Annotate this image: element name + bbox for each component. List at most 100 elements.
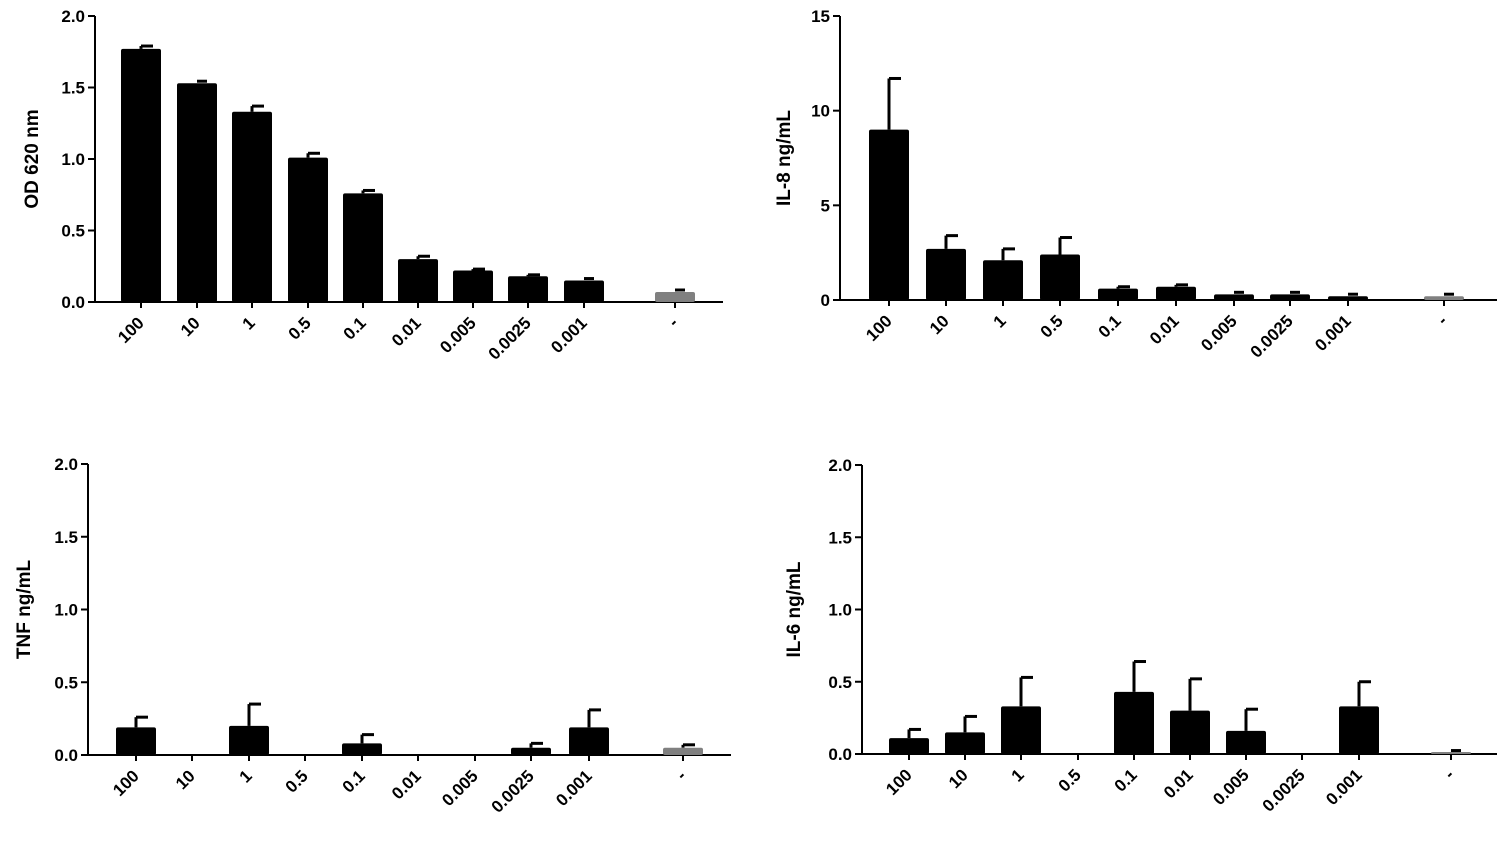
y-tick-label: 1.0	[61, 150, 85, 169]
x-tick-label: 10	[177, 313, 204, 340]
x-tick-label: 10	[926, 311, 953, 338]
y-tick-label: 0.0	[54, 746, 78, 765]
bar	[116, 727, 156, 755]
y-tick-label: 5	[821, 196, 830, 215]
x-tick-label: 0.001	[547, 313, 591, 357]
bar	[342, 743, 382, 755]
chart-panel-tnf: 0.0 0.5 1.0 1.5 2.0 TNF ng/mL 100 10 1 0.5 0.1 0.01…	[14, 455, 731, 817]
x-tick-label: 10	[172, 766, 199, 793]
x-tick-label: 0.005	[1197, 311, 1241, 355]
y-tick-label: 1.0	[828, 601, 852, 620]
x-tick-label: 0.1	[1111, 765, 1141, 795]
x-tick-label: 0.5	[285, 313, 315, 343]
bar	[1114, 691, 1154, 754]
y-tick-label: 15	[811, 7, 830, 26]
x-tick-label: 0.0025	[1247, 311, 1297, 361]
x-tick-label: 0.5	[282, 766, 312, 796]
bar	[288, 157, 328, 302]
y-tick-label: 1.5	[61, 79, 85, 98]
x-tick-label: -	[1440, 765, 1457, 782]
bar	[1040, 254, 1080, 300]
bar	[1226, 730, 1266, 754]
bar	[1270, 294, 1310, 300]
bar	[945, 732, 985, 754]
bar	[926, 248, 966, 300]
x-tick-label: 0.001	[1322, 765, 1366, 809]
x-tick-label: 0.001	[1311, 311, 1355, 355]
y-tick-label: 0	[821, 291, 830, 310]
x-tick-label: -	[1433, 311, 1450, 328]
x-tick-label: 0.1	[340, 313, 370, 343]
x-tick-label: 0.5	[1055, 765, 1085, 795]
y-tick-label: 1.5	[828, 528, 852, 547]
x-tick-label: 0.01	[388, 766, 425, 803]
y-tick-label: 10	[811, 102, 830, 121]
bar	[229, 725, 269, 755]
x-tick-label: 1	[990, 311, 1010, 331]
x-tick-label: 0.01	[1160, 765, 1197, 802]
bar	[453, 270, 493, 302]
bar	[1339, 706, 1379, 754]
y-tick-label: 0.0	[828, 745, 852, 764]
x-tick-label: 100	[109, 766, 142, 799]
bar	[663, 747, 703, 755]
bar	[869, 129, 909, 300]
bar	[983, 260, 1023, 300]
y-axis-label: TNF ng/mL	[14, 560, 35, 660]
bar	[1098, 288, 1138, 300]
bar	[1156, 286, 1196, 300]
bar	[232, 111, 272, 302]
x-tick-label: 0.005	[438, 766, 482, 810]
y-tick-label: 0.5	[61, 222, 85, 241]
bar	[1431, 752, 1471, 754]
y-tick-label: 0.5	[828, 673, 852, 692]
x-tick-label: 0.0025	[1259, 765, 1309, 815]
x-tick-label: 0.1	[1095, 311, 1125, 341]
x-tick-label: 100	[862, 311, 895, 344]
x-tick-label: 100	[882, 765, 915, 798]
y-tick-label: 0.5	[54, 673, 78, 692]
bar	[569, 727, 609, 755]
bar	[508, 276, 548, 302]
x-tick-label: 0.001	[552, 766, 596, 810]
x-tick-label: 10	[945, 765, 972, 792]
x-tick-label: 0.5	[1037, 311, 1067, 341]
bar	[177, 83, 217, 303]
y-axis-label: OD 620 nm	[22, 109, 43, 208]
x-tick-label: 0.01	[1146, 311, 1183, 348]
chart-panel-il6: 0.0 0.5 1.0 1.5 2.0 IL-6 ng/mL 100 10 1 0.5 0.1 0.0…	[784, 456, 1497, 816]
bar	[398, 259, 438, 302]
y-tick-label: 1.0	[54, 601, 78, 620]
y-tick-label: 0.0	[61, 293, 85, 312]
x-tick-label: 1	[1008, 765, 1028, 785]
bar	[1170, 710, 1210, 754]
bar	[655, 291, 695, 302]
bar	[1328, 296, 1368, 300]
bar	[1424, 296, 1464, 300]
bar	[1214, 294, 1254, 300]
x-tick-label: 0.005	[1209, 765, 1253, 809]
x-tick-label: -	[672, 766, 689, 783]
bar	[1001, 706, 1041, 754]
y-axis-label: IL-6 ng/mL	[784, 561, 805, 657]
chart-panel-od620: 0.0 0.5 1.0 1.5 2.0 OD 620 nm 100 10 1 0.5 0.1 0.01…	[22, 7, 723, 364]
x-tick-label: 0.0025	[485, 313, 535, 363]
x-tick-label: -	[664, 313, 681, 330]
y-tick-label: 2.0	[61, 7, 85, 26]
bar	[511, 747, 551, 755]
x-tick-label: 0.0025	[488, 766, 538, 816]
x-tick-label: 1	[239, 313, 259, 333]
bar	[564, 280, 604, 302]
y-axis-label: IL-8 ng/mL	[774, 110, 795, 206]
bar	[889, 738, 929, 754]
bar	[121, 48, 161, 302]
x-tick-label: 0.01	[388, 313, 425, 350]
x-tick-label: 1	[236, 766, 256, 786]
y-tick-label: 1.5	[54, 528, 78, 547]
x-tick-label: 0.005	[436, 313, 480, 357]
bar	[343, 193, 383, 302]
x-tick-label: 100	[114, 313, 147, 346]
